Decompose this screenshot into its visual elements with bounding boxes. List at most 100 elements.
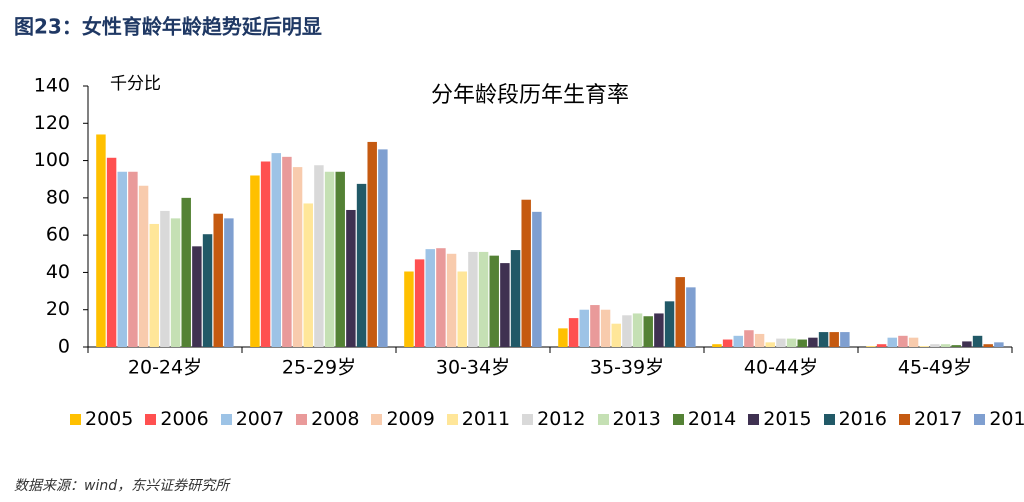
legend-label: 2015 — [763, 408, 812, 430]
bar — [664, 301, 675, 347]
legend-label: 2013 — [612, 408, 661, 430]
legend-swatch — [974, 413, 986, 425]
bar — [314, 165, 324, 347]
legend-swatch — [446, 413, 458, 425]
bar — [478, 251, 489, 347]
legend-swatch — [145, 413, 157, 425]
bar — [378, 149, 388, 347]
legend-swatch — [672, 413, 684, 425]
x-tick-label: 25-29岁 — [282, 357, 356, 379]
y-tick-label: 20 — [46, 298, 70, 320]
bar — [876, 344, 887, 347]
bar — [181, 197, 191, 347]
bar — [797, 339, 807, 347]
bar — [722, 339, 733, 347]
bar — [367, 141, 377, 347]
source: 数据来源：wind，东兴证券研究所 — [14, 478, 231, 494]
y-tick-label: 0 — [58, 336, 70, 358]
legend-swatch — [597, 413, 609, 425]
legend-swatch — [522, 413, 534, 425]
bar — [972, 335, 983, 347]
bar — [414, 259, 425, 347]
bar — [335, 171, 345, 347]
bar — [654, 313, 664, 347]
x-tick-label: 35-39岁 — [590, 357, 664, 379]
bar — [356, 183, 367, 347]
chart-title: 分年龄段历年生育率 — [431, 83, 629, 108]
bar — [558, 328, 568, 347]
bar — [765, 342, 775, 347]
legend-label: 2017 — [913, 408, 963, 430]
bar — [271, 153, 281, 347]
legend-swatch — [823, 413, 835, 425]
bar — [930, 344, 940, 347]
bar — [404, 271, 414, 347]
bar — [786, 338, 797, 347]
bar — [292, 167, 303, 347]
legend-swatch — [220, 413, 232, 425]
bar — [983, 344, 993, 347]
bar — [887, 337, 897, 347]
bar — [282, 156, 292, 347]
bar — [840, 332, 850, 347]
bar — [202, 234, 213, 347]
legend-swatch — [371, 413, 383, 425]
bar — [224, 218, 234, 347]
bar — [521, 199, 531, 347]
bar — [686, 287, 696, 347]
bar — [96, 134, 106, 347]
bar — [898, 335, 908, 347]
bar — [754, 333, 765, 347]
bar — [808, 337, 818, 347]
x-tick-label: 30-34岁 — [436, 357, 510, 379]
bar — [643, 316, 653, 347]
bar — [303, 203, 313, 347]
bar — [489, 255, 499, 347]
bar — [611, 323, 621, 347]
bar — [106, 157, 117, 347]
y-tick-label: 140 — [34, 75, 70, 97]
x-tick-label: 20-24岁 — [128, 357, 202, 379]
bar — [213, 213, 223, 347]
legend-label: 2014 — [687, 408, 737, 430]
legend-item: 2012 — [522, 408, 586, 430]
bar — [600, 309, 611, 347]
bar — [532, 211, 542, 347]
bar — [128, 171, 138, 347]
bar — [149, 223, 159, 347]
bar — [994, 342, 1004, 347]
bar — [675, 277, 685, 347]
bar — [250, 175, 260, 347]
bar — [829, 332, 839, 347]
legend-label: 2006 — [160, 408, 209, 430]
bar — [919, 346, 929, 347]
legend-label: 2018 — [989, 408, 1024, 430]
bar — [590, 305, 600, 347]
legend-label: 2005 — [85, 408, 134, 430]
legend: 2005 2006 2007 2008 2009 2011 2012 2013 2014 2015… — [70, 408, 1024, 430]
y-axis-label: 千分比 — [110, 74, 161, 94]
bar — [446, 253, 457, 347]
legend-swatch — [748, 413, 760, 425]
bar — [866, 346, 876, 347]
y-tick-label: 60 — [46, 224, 70, 246]
bar — [425, 249, 435, 347]
legend-item: 2015 — [748, 408, 812, 430]
bar — [160, 210, 170, 347]
legend-item: 2018 — [974, 408, 1024, 430]
legend-item: 2008 — [296, 408, 359, 430]
bar — [500, 263, 510, 347]
legend-label: 2008 — [311, 408, 360, 430]
x-tick-label: 40-44岁 — [744, 357, 818, 379]
bar — [632, 313, 643, 347]
y-tick-label: 100 — [34, 149, 70, 171]
bar — [622, 315, 632, 347]
bar — [468, 251, 478, 347]
bar — [776, 338, 786, 347]
legend-label: 2016 — [838, 408, 887, 430]
legend-item: 2011 — [446, 408, 510, 430]
bar — [117, 171, 127, 347]
y-tick-label: 80 — [46, 186, 70, 208]
bar — [192, 246, 202, 347]
